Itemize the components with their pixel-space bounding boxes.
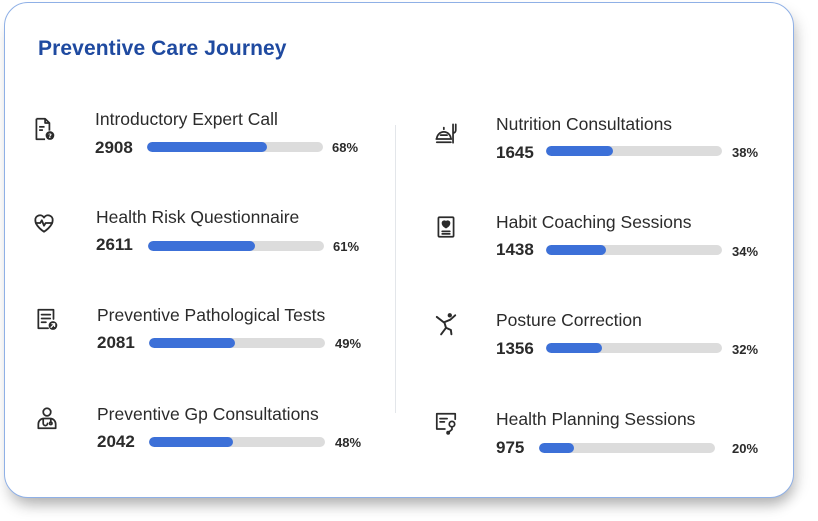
item-count: 1438 <box>496 240 534 259</box>
food-tray-icon <box>433 120 459 146</box>
test-report-icon <box>34 306 60 332</box>
progress-fill <box>546 343 603 353</box>
item-count: 2908 <box>95 138 133 157</box>
progress-bar <box>148 241 324 251</box>
item-percent: 49% <box>335 336 362 351</box>
item-label: Posture Correction <box>496 310 642 330</box>
item-count: 2042 <box>97 432 135 451</box>
item-label: Habit Coaching Sessions <box>496 212 692 232</box>
document-question-icon: ? <box>31 116 57 142</box>
progress-fill <box>148 241 256 251</box>
item-percent: 32% <box>732 342 759 357</box>
item-count: 1356 <box>496 339 534 358</box>
progress-fill <box>149 437 234 447</box>
item-label: Preventive Pathological Tests <box>97 305 326 325</box>
progress-fill <box>147 142 267 152</box>
item-label: Preventive Gp Consultations <box>97 404 319 424</box>
progress-bar <box>539 443 715 453</box>
heart-clipboard-icon <box>433 214 459 240</box>
item-percent: 48% <box>335 435 362 450</box>
heart-pulse-icon <box>31 210 57 236</box>
preventive-care-card: Preventive Care Journey ? Introductory E… <box>4 2 794 498</box>
item-percent: 34% <box>732 244 759 259</box>
progress-bar <box>546 146 722 156</box>
item-count: 1645 <box>496 143 534 162</box>
planning-board-icon <box>433 410 459 436</box>
progress-fill <box>539 443 575 453</box>
progress-fill <box>546 245 606 255</box>
item-count: 975 <box>496 438 525 457</box>
item-label: Health Risk Questionnaire <box>96 207 300 227</box>
progress-bar <box>546 245 722 255</box>
item-percent: 68% <box>332 140 359 155</box>
progress-fill <box>546 146 613 156</box>
item-count: 2081 <box>97 333 135 352</box>
card-title: Preventive Care Journey <box>38 37 287 60</box>
progress-fill <box>149 338 236 348</box>
item-percent: 38% <box>732 145 759 160</box>
item-label: Nutrition Consultations <box>496 114 673 134</box>
stretching-person-icon <box>433 311 459 337</box>
item-percent: 20% <box>732 441 759 456</box>
item-label: Health Planning Sessions <box>496 409 696 429</box>
progress-bar <box>546 343 722 353</box>
progress-bar <box>149 338 325 348</box>
item-count: 2611 <box>96 235 133 254</box>
progress-bar <box>147 142 323 152</box>
progress-bar <box>149 437 325 447</box>
column-divider <box>395 125 396 413</box>
svg-text:?: ? <box>48 132 52 140</box>
item-percent: 61% <box>333 239 360 254</box>
item-label: Introductory Expert Call <box>95 109 278 129</box>
doctor-icon <box>34 405 60 431</box>
